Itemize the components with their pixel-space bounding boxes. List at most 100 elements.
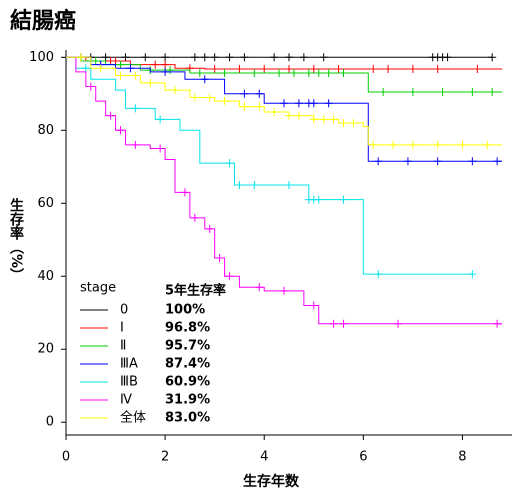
censor-mark	[458, 140, 467, 149]
censor-mark	[280, 99, 289, 108]
censor-mark	[433, 64, 442, 73]
censor-mark	[309, 115, 318, 124]
censor-mark	[438, 87, 447, 96]
censor-mark	[488, 53, 497, 62]
censor-mark	[339, 118, 348, 127]
censor-mark	[309, 99, 318, 108]
censor-mark	[250, 181, 259, 190]
survival-line	[66, 56, 503, 70]
censor-mark	[240, 102, 249, 111]
y-tick-label: 100	[29, 50, 54, 65]
censor-mark	[255, 89, 264, 98]
censor-mark	[220, 97, 229, 106]
censor-mark	[319, 53, 328, 62]
censor-mark	[374, 270, 383, 279]
censor-mark	[468, 87, 477, 96]
censor-mark	[210, 53, 219, 62]
y-tick-label: 0	[46, 415, 54, 430]
censor-mark	[255, 102, 264, 111]
censor-mark	[408, 64, 417, 73]
y-tick-label: 20	[37, 342, 54, 357]
legend-title: stage	[80, 281, 116, 296]
censor-mark	[240, 53, 249, 62]
censor-mark	[319, 115, 328, 124]
censor-mark	[250, 68, 259, 77]
censor-mark	[190, 93, 199, 102]
x-tick-label: 0	[62, 450, 70, 465]
censor-mark	[161, 67, 170, 76]
censor-mark	[468, 157, 477, 166]
legend-rate: 87.4%	[165, 357, 210, 372]
censor-mark	[200, 53, 209, 62]
censor-mark	[116, 126, 125, 135]
censor-mark	[493, 319, 502, 328]
censor-mark	[141, 53, 150, 62]
x-tick-label: 4	[260, 450, 268, 465]
censor-mark	[111, 56, 120, 65]
censor-mark	[488, 87, 497, 96]
censor-mark	[394, 319, 403, 328]
censor-mark	[131, 71, 140, 80]
censor-mark	[339, 195, 348, 204]
censor-mark	[225, 272, 234, 281]
censor-mark	[403, 157, 412, 166]
censor-mark	[205, 224, 214, 233]
censor-mark	[131, 140, 140, 149]
censor-mark	[180, 188, 189, 197]
y-axis-label: 生存率（%）	[8, 197, 25, 282]
censor-mark	[121, 53, 130, 62]
survival-line	[66, 56, 503, 93]
censor-mark	[235, 181, 244, 190]
survival-line	[66, 56, 503, 325]
censor-mark	[374, 157, 383, 166]
censor-mark	[166, 66, 175, 75]
censor-mark	[126, 64, 135, 73]
legend-rate: 83.0%	[165, 411, 210, 426]
censor-mark	[314, 195, 323, 204]
legend-rate: 95.7%	[165, 339, 210, 354]
legend-header: 5年生存率	[165, 283, 226, 299]
censor-mark	[205, 93, 214, 102]
censor-mark	[324, 68, 333, 77]
censor-mark	[329, 115, 338, 124]
censor-mark	[146, 78, 155, 87]
censor-mark	[443, 53, 452, 62]
censor-mark	[309, 301, 318, 310]
censor-mark	[285, 64, 293, 73]
censor-mark	[389, 140, 398, 149]
censor-mark	[314, 68, 323, 77]
censor-mark	[339, 68, 348, 77]
censor-mark	[76, 53, 85, 62]
censor-mark	[81, 64, 90, 73]
censor-mark	[493, 157, 502, 166]
censor-mark	[151, 60, 160, 69]
chart-title: 結腸癌	[10, 8, 76, 34]
legend-rate: 31.9%	[165, 393, 210, 408]
censor-mark	[200, 75, 209, 84]
censor-mark	[329, 319, 338, 328]
legend-rate: 96.8%	[165, 321, 210, 336]
censor-mark	[299, 53, 308, 62]
x-tick-label: 8	[458, 450, 466, 465]
censor-mark	[161, 60, 170, 69]
censor-mark	[334, 64, 343, 73]
censor-mark	[339, 319, 348, 328]
censor-mark	[289, 68, 298, 77]
censor-mark	[91, 56, 100, 65]
censor-mark	[255, 283, 264, 292]
y-tick-label: 40	[37, 269, 54, 284]
legend-label: Ⅰ	[120, 321, 124, 336]
x-axis-label: 生存年数	[243, 473, 300, 490]
censor-mark	[473, 64, 482, 73]
legend-label: ⅢA	[120, 357, 138, 372]
censor-mark	[215, 254, 224, 263]
censor-mark	[369, 140, 378, 149]
censor-mark	[384, 64, 393, 73]
censor-mark	[156, 115, 165, 124]
censor-mark	[96, 64, 105, 73]
censor-mark	[408, 87, 417, 96]
censor-mark	[190, 213, 199, 222]
censor-mark	[408, 140, 417, 149]
censor-mark	[106, 111, 115, 120]
censor-mark	[468, 270, 477, 279]
